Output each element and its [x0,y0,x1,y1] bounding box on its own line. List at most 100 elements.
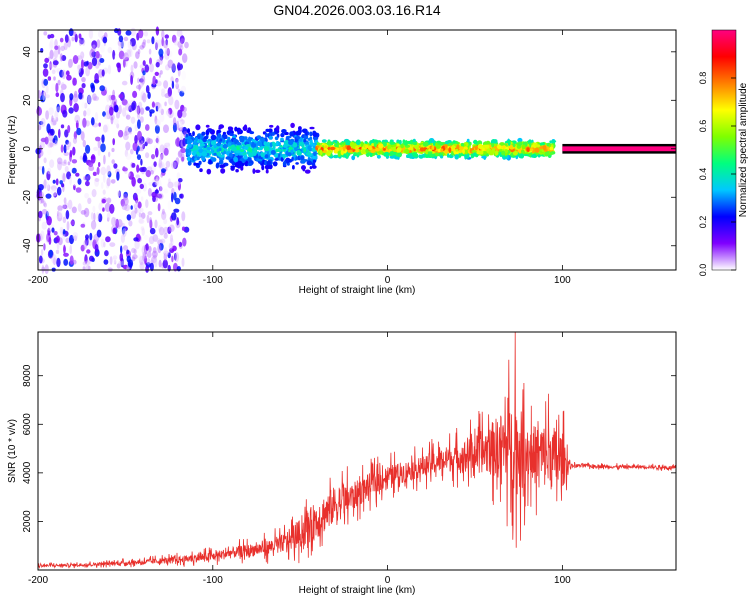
spectrogram-cell [122,58,126,68]
spectrogram-cell [549,151,554,155]
spectrogram-y-tick-label: -20 [22,190,33,205]
spectrogram-cell [56,106,61,112]
spectrogram-x-tick-label: -100 [203,275,223,286]
snr-x-tick-label: -200 [28,575,48,586]
spectrogram-cell [39,191,44,199]
spectrogram-cell [122,167,128,172]
spectrogram-cell [68,199,73,210]
spectrogram-cell [155,135,160,145]
spectrogram-cell [198,160,202,165]
spectrogram-cell [47,167,52,175]
spectrogram-cell [88,162,94,168]
spectrogram-cell [148,236,155,245]
spectrogram-cell [105,236,111,243]
spectrogram-cell [106,197,112,204]
spectrogram-cell [112,255,118,260]
spectrogram-cell [98,202,103,211]
spectrogram-cell [429,139,433,144]
spectrogram-cell [153,161,157,168]
spectrogram-cell [94,244,99,253]
spectrogram-cell [176,266,181,272]
spectrogram-cell [497,144,501,150]
spectrogram-cell [100,166,107,176]
spectrogram-cell [97,148,101,157]
spectrogram-cell [239,137,245,143]
spectrogram-cell [311,165,317,169]
spectrogram-cell [67,125,71,133]
spectrogram-cell [281,129,287,134]
spectrogram-cell [92,44,96,49]
spectrogram-cell [174,197,181,205]
spectrogram-cell [53,49,59,59]
spectrogram-y-ticks: -40 -20 0 20 40 [22,46,676,253]
spectrogram-cell [206,168,212,175]
spectrogram-cell [154,124,160,134]
spectrogram-cell [77,203,82,212]
spectrogram-cell [176,29,183,37]
spectrogram-cell [485,153,490,157]
spectrogram-cell [80,210,87,215]
colorbar-tick-label: 0.4 [698,168,708,181]
spectrogram-cell [272,132,275,136]
spectrogram-cell [177,62,181,71]
spectrogram-cell [294,146,298,151]
spectrogram-cell [165,64,170,71]
spectrogram-cell [69,175,72,186]
spectrogram-cell [107,46,113,54]
spectrogram-cell [235,162,239,168]
spectrogram-cell [462,149,465,154]
spectrogram-cell [404,148,410,154]
spectrogram-cell [355,145,359,151]
spectrogram-cell [501,150,506,156]
spectrogram-cell [142,253,147,262]
spectrogram-cell [112,49,116,60]
spectrogram-cell [151,101,155,108]
spectrogram-cell [53,231,58,236]
spectrogram-cell [517,137,523,143]
spectrogram-cell [64,34,69,43]
spectrogram-cell [149,63,154,73]
spectrogram-cell [85,264,91,271]
spectrogram-cell [113,207,120,212]
spectrogram-cell [40,197,44,204]
spectrogram-cell [167,109,170,120]
spectrogram-cell [343,154,347,158]
spectrogram-cell [73,57,78,64]
spectrogram-cell [180,85,187,93]
spectrogram-cell [367,145,373,150]
spectrogram-cell [163,124,169,133]
spectrogram-cell [155,137,159,144]
colorbar-tick-label: 0.0 [698,264,708,277]
spectrogram-cell [196,135,201,140]
spectrogram-cell [167,142,171,151]
spectrogram-cell [147,91,151,99]
spectrogram-cell [220,164,226,168]
spectrogram-cell [48,236,52,245]
spectrogram-cell [324,145,328,149]
spectrogram-cell [542,145,547,151]
spectrogram-cell [549,146,554,151]
spectrogram-cell [512,151,519,156]
spectrogram-cell [160,173,163,178]
spectrogram-cell [171,161,177,169]
spectrogram-cell [46,209,51,217]
spectrogram-cell [274,153,278,158]
spectrogram-cell [172,181,177,188]
spectrogram-cell [140,95,144,101]
spectrogram-cell [147,188,152,197]
spectrogram-cell [174,252,180,262]
spectrogram-cell [125,112,129,119]
spectrogram-cell [43,157,47,164]
colorbar-tick-label: 0.6 [698,120,708,133]
spectrogram-cell [383,151,390,156]
spectrogram-cell [460,142,464,147]
spectrogram-cell [172,92,177,100]
spectrogram-cell [400,143,404,149]
spectrogram-cell [100,44,105,53]
spectrogram-cell [120,198,126,207]
spectrogram-cell [159,185,164,195]
spectrogram-cell [236,142,242,146]
spectrogram-cell [251,150,257,156]
spectrogram-cell [161,30,165,39]
spectrogram-cell [171,192,174,203]
